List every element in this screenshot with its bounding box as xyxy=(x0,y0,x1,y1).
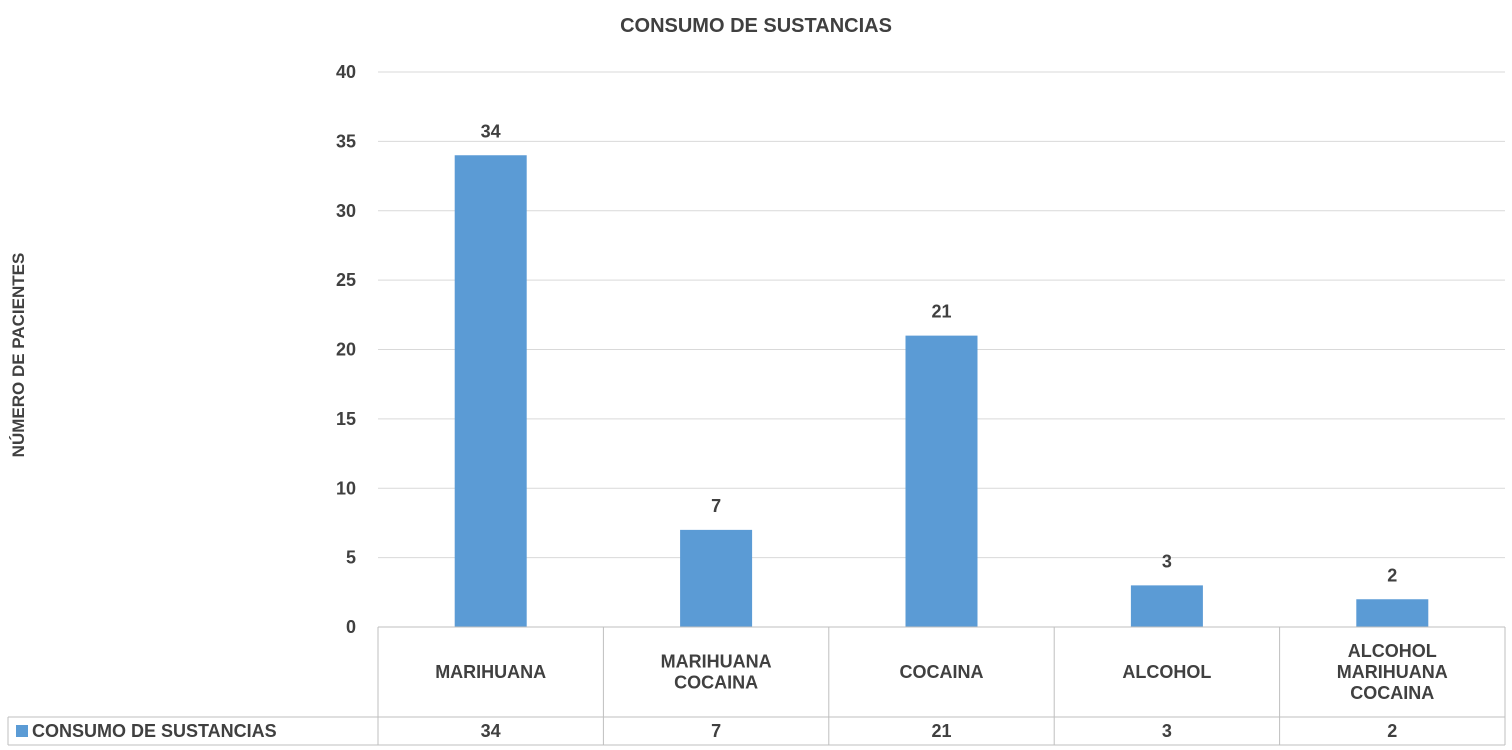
table-value-0: 34 xyxy=(481,721,501,741)
y-tick-label-0: 0 xyxy=(346,617,356,637)
table-value-4: 2 xyxy=(1387,721,1397,741)
y-tick-label-25: 25 xyxy=(336,270,356,290)
y-tick-label-15: 15 xyxy=(336,409,356,429)
category-label-line: ALCOHOL xyxy=(1348,641,1437,661)
y-axis-title: NÚMERO DE PACIENTES xyxy=(9,253,28,458)
y-tick-label-20: 20 xyxy=(336,340,356,360)
bar-3 xyxy=(1130,585,1203,627)
y-tick-label-30: 30 xyxy=(336,201,356,221)
y-tick-label-10: 10 xyxy=(336,478,356,498)
data-label-4: 2 xyxy=(1387,565,1397,585)
chart-title: CONSUMO DE SUSTANCIAS xyxy=(620,15,892,37)
category-label-0: MARIHUANA xyxy=(435,662,546,682)
table-value-1: 7 xyxy=(711,721,721,741)
category-label-line: COCAINA xyxy=(1350,683,1434,703)
bar-1 xyxy=(680,529,753,627)
data-label-1: 7 xyxy=(711,496,721,516)
legend-swatch xyxy=(16,725,28,737)
category-label-3: ALCOHOL xyxy=(1122,662,1211,682)
category-label-4: ALCOHOL MARIHUANA COCAINA xyxy=(1337,641,1448,703)
category-label-line: ALCOHOL xyxy=(1122,662,1211,682)
table-value-2: 21 xyxy=(931,721,951,741)
legend-series-name: CONSUMO DE SUSTANCIAS xyxy=(32,721,277,741)
y-tick-label-40: 40 xyxy=(336,62,356,82)
category-label-2: COCAINA xyxy=(900,662,984,682)
category-label-line: COCAINA xyxy=(674,673,758,693)
y-axis-tick-labels: 0 5 10 15 20 25 30 35 40 xyxy=(336,62,356,637)
bar-4 xyxy=(1356,599,1429,627)
bar-2 xyxy=(905,335,978,627)
category-label-line: MARIHUANA xyxy=(435,662,546,682)
bar-0 xyxy=(454,155,527,627)
category-label-line: MARIHUANA xyxy=(1337,662,1448,682)
data-label-3: 3 xyxy=(1162,551,1172,571)
category-label-line: MARIHUANA xyxy=(661,652,772,672)
bar-series xyxy=(454,155,1429,627)
table-value-3: 3 xyxy=(1162,721,1172,741)
category-label-line: COCAINA xyxy=(900,662,984,682)
data-label-2: 21 xyxy=(931,302,951,322)
y-tick-label-5: 5 xyxy=(346,548,356,568)
data-label-0: 34 xyxy=(481,121,501,141)
y-tick-label-35: 35 xyxy=(336,131,356,151)
data-labels: 34 7 21 3 2 xyxy=(481,121,1398,585)
category-label-1: MARIHUANA COCAINA xyxy=(661,652,772,693)
